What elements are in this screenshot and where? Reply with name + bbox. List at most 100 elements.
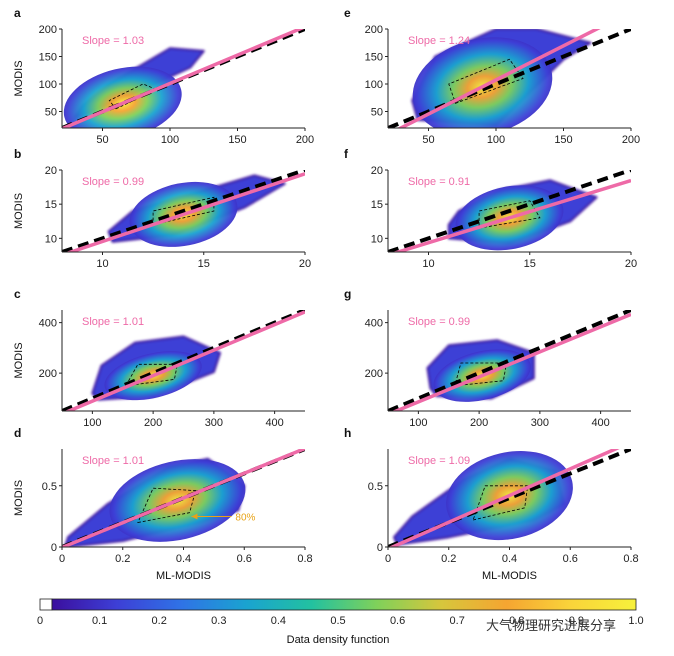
colorbar-tick-label: 0.5 xyxy=(330,615,345,627)
x-tick-label: 20 xyxy=(299,258,311,270)
one-to-one-line xyxy=(388,310,631,411)
watermark-text: 大气物理研究进展分享 xyxy=(486,618,616,634)
y-axis-label: MODIS xyxy=(13,480,25,516)
plot-area xyxy=(62,29,305,128)
x-tick-label: 100 xyxy=(83,417,101,429)
colorbar-tick-label: 1.0 xyxy=(628,615,643,627)
x-tick-label: 0.8 xyxy=(297,553,312,565)
x-tick-label: 50 xyxy=(96,134,108,146)
slope-label: Slope = 1.03 xyxy=(82,35,144,47)
x-tick-label: 0.6 xyxy=(237,553,252,565)
panel-letter: a xyxy=(14,6,21,20)
fit-line xyxy=(391,312,631,411)
y-tick-label: 0 xyxy=(377,542,383,554)
fit-line xyxy=(396,29,601,128)
y-tick-label: 400 xyxy=(39,318,57,330)
y-tick-label: 400 xyxy=(365,318,383,330)
x-tick-label: 100 xyxy=(487,134,505,146)
x-tick-label: 50 xyxy=(422,134,434,146)
slope-label: Slope = 1.01 xyxy=(82,455,144,467)
colorbar-tick-label: 0.1 xyxy=(92,615,107,627)
slope-label: Slope = 0.91 xyxy=(408,176,470,188)
y-tick-label: 150 xyxy=(365,52,383,64)
panel-e: 50 100 150 200 50 100 150 200 e Slope = 1.24 xyxy=(344,6,640,146)
plot-area xyxy=(62,310,305,411)
y-tick-label: 200 xyxy=(39,368,57,380)
y-tick-label: 15 xyxy=(45,199,57,211)
fit-line xyxy=(392,178,631,252)
x-tick-label: 400 xyxy=(591,417,609,429)
slope-label: Slope = 1.09 xyxy=(408,455,470,467)
panel-letter: b xyxy=(14,147,21,161)
panel-h: 0 0.2 0.4 0.6 0.8 0 0.5 h Slope = 1.09 ML-MODIS xyxy=(344,426,639,582)
annotation-label: 80% xyxy=(235,512,255,523)
contour-80pct xyxy=(125,363,178,387)
plot-area xyxy=(388,449,631,547)
panel-letter: d xyxy=(14,426,21,440)
colorbar-label: Data density function xyxy=(287,634,390,646)
x-tick-label: 0.8 xyxy=(623,553,638,565)
colorbar-tick-label: 0.4 xyxy=(271,615,286,627)
x-tick-label: 10 xyxy=(96,258,108,270)
slope-label: Slope = 1.24 xyxy=(408,35,470,47)
panel-letter: c xyxy=(14,287,21,301)
x-axis-label: ML-MODIS xyxy=(482,570,537,582)
panel-letter: h xyxy=(344,426,351,440)
y-tick-label: 0.5 xyxy=(42,481,57,493)
one-to-one-line xyxy=(62,310,305,411)
colorbar-tick-label: 0.6 xyxy=(390,615,405,627)
y-axis-label: MODIS xyxy=(13,342,25,378)
fit-line xyxy=(64,310,305,411)
contour-80pct xyxy=(152,196,215,226)
plot-area xyxy=(62,170,305,252)
colorbar-tick-label: 0.7 xyxy=(450,615,465,627)
colorbar-tick-label: 0.8 xyxy=(509,615,524,627)
y-tick-label: 50 xyxy=(371,107,383,119)
contour-80pct xyxy=(448,58,524,104)
y-tick-label: 10 xyxy=(371,233,383,245)
colorbar-gradient xyxy=(51,598,637,611)
panel-letter: g xyxy=(344,287,351,301)
panel-c: 100 200 300 400 200 400 c Slope = 1.01 MODIS xyxy=(13,287,305,429)
y-tick-label: 0 xyxy=(51,542,57,554)
x-tick-label: 200 xyxy=(296,134,314,146)
y-tick-label: 150 xyxy=(39,52,57,64)
contour-80pct xyxy=(137,487,197,524)
panel-g: 100 200 300 400 200 400 g Slope = 0.99 xyxy=(344,287,631,429)
x-tick-label: 0.2 xyxy=(115,553,130,565)
x-tick-label: 15 xyxy=(198,258,210,270)
fit-line xyxy=(62,449,305,547)
one-to-one-line xyxy=(388,170,631,252)
x-tick-label: 200 xyxy=(470,417,488,429)
colorbar: 0 0.1 0.2 0.3 0.4 0.5 0.6 0.7 0.8 0.9 1.0 Data dens… xyxy=(37,598,644,646)
one-to-one-line xyxy=(62,170,305,252)
x-tick-label: 0.6 xyxy=(563,553,578,565)
colorbar-tick-label: 0.9 xyxy=(569,615,584,627)
colorbar-tick-label: 0.3 xyxy=(211,615,226,627)
contour-80pct xyxy=(478,200,541,229)
y-axis-label: MODIS xyxy=(13,193,25,229)
y-tick-label: 15 xyxy=(371,199,383,211)
x-tick-label: 100 xyxy=(161,134,179,146)
y-axis-label: MODIS xyxy=(13,60,25,96)
plot-area xyxy=(388,29,631,128)
x-tick-label: 200 xyxy=(144,417,162,429)
y-tick-label: 50 xyxy=(45,107,57,119)
fit-line xyxy=(388,449,620,547)
y-tick-label: 200 xyxy=(365,24,383,36)
panel-letter: f xyxy=(344,147,349,161)
plot-area xyxy=(388,310,631,411)
x-tick-label: 15 xyxy=(524,258,536,270)
panel-a: 50 100 150 200 50 100 150 200 a Slope = 1.03 MODIS xyxy=(13,6,314,146)
x-tick-label: 0 xyxy=(59,553,65,565)
x-tick-label: 20 xyxy=(625,258,637,270)
x-tick-label: 0.4 xyxy=(502,553,517,565)
slope-label: Slope = 1.01 xyxy=(82,316,144,328)
y-tick-label: 200 xyxy=(365,368,383,380)
panel-b: 10 15 20 10 15 20 b Slope = 0.99 MODIS xyxy=(13,147,311,270)
x-tick-label: 150 xyxy=(554,134,572,146)
panel-d: 0 0.2 0.4 0.6 0.8 0 0.5 d Slope = 1.01 MODIS ML-MO… xyxy=(13,426,313,582)
x-tick-label: 10 xyxy=(422,258,434,270)
y-tick-label: 200 xyxy=(39,24,57,36)
